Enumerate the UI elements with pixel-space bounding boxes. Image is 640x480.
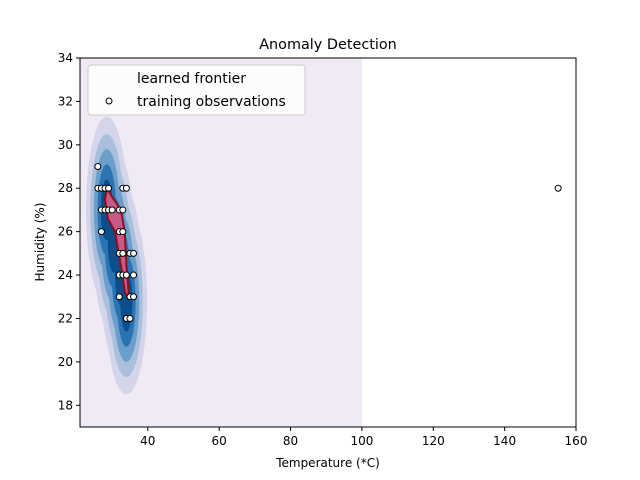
x-tick-label: 80 (283, 434, 298, 448)
y-tick-label: 30 (58, 138, 73, 152)
x-tick-label: 140 (493, 434, 516, 448)
density-contours (86, 116, 148, 395)
observation-point (122, 184, 130, 192)
observation-point (119, 228, 127, 236)
legend: learned frontier training observations (87, 64, 306, 116)
y-axis-ticks: 18 20 22 24 26 28 30 32 34 (58, 51, 80, 412)
x-tick-label: 40 (140, 434, 155, 448)
observation-point (108, 206, 116, 214)
legend-label-observations: training observations (137, 94, 286, 110)
chart-title: Anomaly Detection (259, 37, 397, 53)
y-tick-label: 24 (58, 268, 73, 282)
observation-point (130, 293, 138, 301)
y-tick-label: 18 (58, 398, 73, 412)
observation-point (119, 206, 127, 214)
x-tick-label: 160 (565, 434, 588, 448)
y-tick-label: 26 (58, 225, 73, 239)
observation-point (130, 271, 138, 279)
y-tick-label: 20 (58, 355, 73, 369)
observation-point (119, 249, 127, 257)
observation-point (122, 271, 130, 279)
legend-label-frontier: learned frontier (137, 71, 246, 87)
y-tick-label: 32 (58, 94, 73, 108)
y-tick-label: 28 (58, 181, 73, 195)
x-axis-label: Temperature (*C) (275, 456, 380, 470)
observation-point (97, 228, 105, 236)
legend-marker-observation (105, 97, 113, 105)
legend-box (87, 64, 306, 116)
observation-point (94, 163, 102, 171)
training-observations (94, 163, 562, 322)
x-tick-label: 120 (422, 434, 445, 448)
observation-point (126, 314, 134, 322)
y-tick-label: 22 (58, 311, 73, 325)
x-axis-ticks: 40 60 80 100 120 140 160 (140, 427, 587, 448)
observation-point (554, 184, 562, 192)
observation-point (105, 184, 113, 192)
plot-frame (79, 57, 577, 428)
observation-point (115, 293, 123, 301)
x-tick-label: 100 (350, 434, 373, 448)
plot-area (80, 58, 562, 427)
y-tick-label: 34 (58, 51, 73, 65)
y-axis-label: Humidity (%) (33, 203, 47, 282)
observation-point (130, 249, 138, 257)
x-tick-label: 60 (212, 434, 227, 448)
